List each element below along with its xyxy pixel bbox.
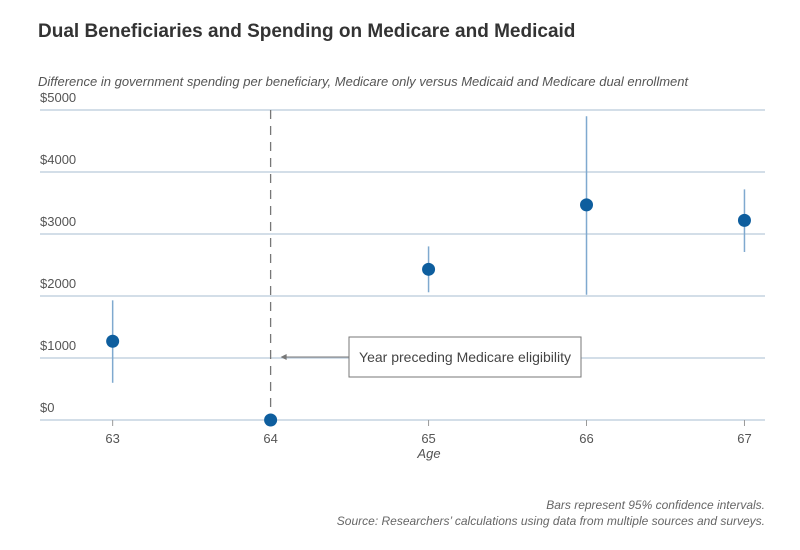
data-point <box>737 213 751 227</box>
x-axis-label: Age <box>416 446 440 461</box>
chart-title: Dual Beneficiaries and Spending on Medic… <box>38 21 575 42</box>
note: Source: Researchers’ calculations using … <box>337 514 765 528</box>
data-point <box>106 334 120 348</box>
annotation-arrowhead <box>280 354 287 360</box>
x-tick-label: 66 <box>579 431 593 446</box>
x-tick-label: 64 <box>263 431 277 446</box>
annotation-box <box>348 336 582 378</box>
x-tick-label: 67 <box>737 431 751 446</box>
annotation: Year preceding Medicare eligibility <box>359 349 571 365</box>
y-tick-label: $5000 <box>40 90 76 105</box>
note: Bars represent 95% confidence intervals. <box>546 498 765 512</box>
x-tick-label: 65 <box>421 431 435 446</box>
y-tick-label: $4000 <box>40 152 76 167</box>
y-tick-label: $1000 <box>40 338 76 353</box>
x-tick-label: 63 <box>105 431 119 446</box>
data-point <box>264 413 278 427</box>
y-tick-label: $2000 <box>40 276 76 291</box>
chart-subtitle: Difference in government spending per be… <box>38 74 689 89</box>
data-point <box>422 262 436 276</box>
y-tick-label: $0 <box>40 400 54 415</box>
y-tick-label: $3000 <box>40 214 76 229</box>
data-point <box>580 198 594 212</box>
